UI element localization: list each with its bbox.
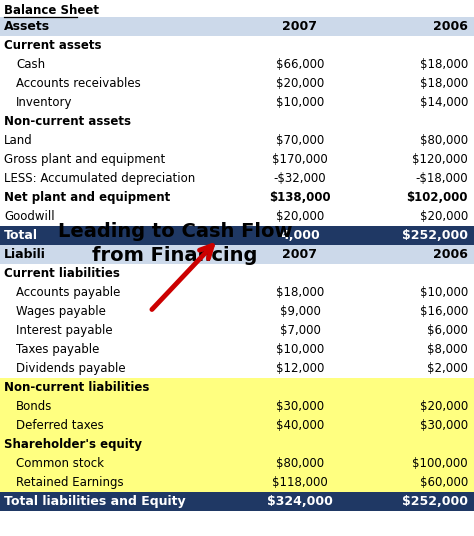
Text: Accounts payable: Accounts payable — [16, 286, 120, 299]
Text: $18,000: $18,000 — [420, 58, 468, 71]
Text: 2006: 2006 — [433, 20, 468, 33]
Bar — [0, 55, 474, 74]
Bar — [0, 131, 474, 150]
Text: 2006: 2006 — [433, 248, 468, 261]
Text: Current liabilities: Current liabilities — [4, 267, 120, 280]
Bar — [0, 302, 474, 321]
Text: from Financing: from Financing — [92, 246, 258, 265]
Text: Current assets: Current assets — [4, 39, 101, 52]
Bar — [0, 359, 474, 378]
Bar — [0, 378, 474, 397]
Text: Total liabilities and Equity: Total liabilities and Equity — [4, 495, 186, 508]
Text: Retained Earnings: Retained Earnings — [16, 476, 124, 489]
Text: $30,000: $30,000 — [420, 419, 468, 432]
Text: $2,000: $2,000 — [427, 362, 468, 375]
Bar — [0, 188, 474, 207]
Bar — [0, 283, 474, 302]
Text: 2007: 2007 — [283, 20, 318, 33]
Text: $138,000: $138,000 — [269, 191, 331, 204]
Text: $20,000: $20,000 — [276, 77, 324, 90]
Bar — [0, 340, 474, 359]
Bar — [0, 321, 474, 340]
Text: $120,000: $120,000 — [412, 153, 468, 166]
Text: $9,000: $9,000 — [280, 305, 320, 318]
Text: Inventory: Inventory — [16, 96, 73, 109]
Text: Gross plant and equipment: Gross plant and equipment — [4, 153, 165, 166]
Text: $80,000: $80,000 — [420, 134, 468, 147]
Bar — [0, 17, 474, 36]
Text: Cash: Cash — [16, 58, 45, 71]
Bar — [0, 454, 474, 473]
Text: Non-current liabilities: Non-current liabilities — [4, 381, 149, 394]
Text: $10,000: $10,000 — [276, 343, 324, 356]
Bar — [0, 150, 474, 169]
Text: $20,000: $20,000 — [420, 210, 468, 223]
Text: $16,000: $16,000 — [419, 305, 468, 318]
Text: $14,000: $14,000 — [419, 96, 468, 109]
Bar — [0, 93, 474, 112]
Text: Leading to Cash Flow: Leading to Cash Flow — [58, 222, 292, 241]
Text: $70,000: $70,000 — [276, 134, 324, 147]
Bar — [0, 416, 474, 435]
Text: $252,000: $252,000 — [402, 229, 468, 242]
Bar — [0, 112, 474, 131]
Bar — [0, 207, 474, 226]
Text: $324,000: $324,000 — [267, 495, 333, 508]
Bar — [0, 245, 474, 264]
Text: $118,000: $118,000 — [272, 476, 328, 489]
Text: $170,000: $170,000 — [272, 153, 328, 166]
Text: Net plant and equipment: Net plant and equipment — [4, 191, 170, 204]
Text: Shareholder's equity: Shareholder's equity — [4, 438, 142, 451]
Text: $66,000: $66,000 — [276, 58, 324, 71]
Bar — [0, 492, 474, 511]
Bar — [0, 264, 474, 283]
Text: $10,000: $10,000 — [276, 96, 324, 109]
Text: Interest payable: Interest payable — [16, 324, 113, 337]
Text: $8,000: $8,000 — [427, 343, 468, 356]
Text: Bonds: Bonds — [16, 400, 52, 413]
Text: $18,000: $18,000 — [276, 286, 324, 299]
Text: $100,000: $100,000 — [412, 457, 468, 470]
Text: $20,000: $20,000 — [420, 400, 468, 413]
Text: Deferred taxes: Deferred taxes — [16, 419, 104, 432]
Text: $60,000: $60,000 — [420, 476, 468, 489]
Text: $30,000: $30,000 — [276, 400, 324, 413]
Bar — [0, 169, 474, 188]
Bar — [0, 74, 474, 93]
Text: Balance Sheet: Balance Sheet — [4, 4, 99, 17]
Text: -$18,000: -$18,000 — [415, 172, 468, 185]
Text: $6,000: $6,000 — [427, 324, 468, 337]
Text: 4,000: 4,000 — [280, 229, 320, 242]
Text: $102,000: $102,000 — [407, 191, 468, 204]
Text: Common stock: Common stock — [16, 457, 104, 470]
Text: $20,000: $20,000 — [276, 210, 324, 223]
Text: $40,000: $40,000 — [276, 419, 324, 432]
Text: Goodwill: Goodwill — [4, 210, 55, 223]
Text: Wages payable: Wages payable — [16, 305, 106, 318]
Text: Taxes payable: Taxes payable — [16, 343, 100, 356]
Text: $18,000: $18,000 — [420, 77, 468, 90]
Text: Accounts receivables: Accounts receivables — [16, 77, 141, 90]
Text: Assets: Assets — [4, 20, 50, 33]
Bar — [0, 397, 474, 416]
Bar — [0, 473, 474, 492]
Text: LESS: Accumulated depreciation: LESS: Accumulated depreciation — [4, 172, 195, 185]
Text: $12,000: $12,000 — [276, 362, 324, 375]
Bar — [0, 435, 474, 454]
Bar — [0, 226, 474, 245]
Text: Liabili: Liabili — [4, 248, 46, 261]
Bar — [0, 36, 474, 55]
Text: 2007: 2007 — [283, 248, 318, 261]
Text: -$32,000: -$32,000 — [273, 172, 326, 185]
Text: $10,000: $10,000 — [420, 286, 468, 299]
Text: $80,000: $80,000 — [276, 457, 324, 470]
Text: Land: Land — [4, 134, 33, 147]
Text: Total: Total — [4, 229, 38, 242]
Text: Dividends payable: Dividends payable — [16, 362, 126, 375]
Text: Non-current assets: Non-current assets — [4, 115, 131, 128]
Text: $7,000: $7,000 — [280, 324, 320, 337]
Text: $252,000: $252,000 — [402, 495, 468, 508]
